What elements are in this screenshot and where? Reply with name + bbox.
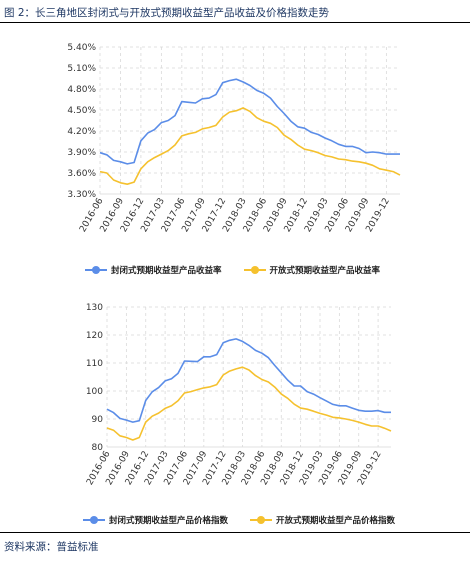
y-tick-label: 120 [86, 331, 103, 341]
legend-marker-closed-yield [85, 266, 107, 274]
y-tick-label: 4.20% [67, 127, 96, 137]
series-line-2[interactable] [99, 107, 401, 185]
legend-label-closed-yield: 封闭式预期收益型产品收益率 [111, 266, 222, 276]
source-note: 资料来源：普益标准 [4, 541, 99, 553]
legend-label-open-index: 开放式预期收益型产品价格指数 [276, 516, 396, 526]
series-line-2[interactable] [106, 366, 392, 441]
y-tick-label: 4.50% [67, 106, 96, 116]
series-line-1[interactable] [106, 338, 391, 423]
legend-marker-open-index [250, 516, 273, 524]
y-tick-label: 3.90% [67, 148, 96, 158]
y-tick-label: 110 [86, 359, 103, 369]
price-index-chart-legend: 封闭式预期收益型产品价格指数 开放式预期收益型产品价格指数 [83, 514, 417, 526]
legend-label-open-yield: 开放式预期收益型产品收益率 [269, 266, 381, 276]
figure-title: 图 2：长三角地区封闭式与开放式预期收益型产品收益及价格指数走势 [4, 7, 330, 19]
title-rule [0, 22, 470, 23]
series-line-1[interactable] [99, 78, 400, 165]
legend-item-closed-yield[interactable]: 封闭式预期收益型产品收益率 [85, 264, 222, 276]
y-tick-label: 3.60% [67, 169, 96, 179]
legend-item-closed-index[interactable]: 封闭式预期收益型产品价格指数 [83, 514, 228, 526]
y-tick-label: 100 [86, 387, 103, 397]
y-tick-label: 80 [92, 443, 104, 453]
y-tick-label: 4.80% [67, 85, 96, 95]
legend-marker-open-yield [243, 266, 266, 274]
legend-item-open-yield[interactable]: 开放式预期收益型产品收益率 [243, 264, 381, 276]
yield-chart-legend: 封闭式预期收益型产品收益率 开放式预期收益型产品收益率 [85, 264, 402, 276]
y-tick-label: 130 [86, 303, 103, 313]
source-rule [0, 532, 470, 533]
legend-marker-closed-index [83, 516, 105, 524]
yield-line-chart: 3.30% 3.60% 3.90% 4.20% 4.50% 4.80% 5.10% 5.40%… [67, 43, 401, 234]
y-tick-label: 3.30% [67, 190, 96, 200]
legend-label-closed-index: 封闭式预期收益型产品价格指数 [109, 516, 229, 526]
y-tick-label: 90 [92, 415, 104, 425]
y-tick-label: 5.10% [67, 64, 96, 74]
y-tick-label: 5.40% [67, 43, 96, 53]
legend-item-open-index[interactable]: 开放式预期收益型产品价格指数 [250, 514, 395, 526]
price-index-line-chart: 80901001101201302016-062016-092016-12201… [85, 303, 392, 487]
